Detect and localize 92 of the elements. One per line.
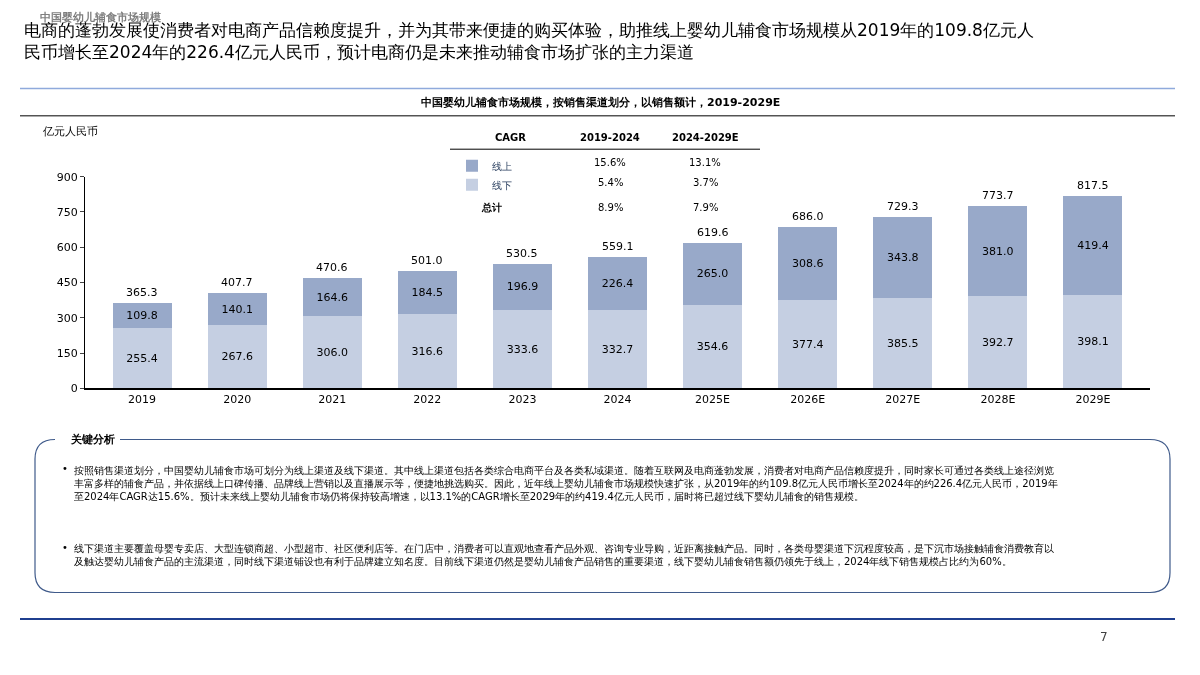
annotation: 3.7% — [693, 177, 719, 188]
x-tick-label: 2019 — [128, 393, 157, 407]
y-axis-title: 亿元人民币 — [42, 125, 98, 138]
x-tick-label: 2026E — [790, 393, 826, 407]
data-label: 140.1 — [221, 302, 253, 316]
data-label: 385.5 — [887, 336, 919, 350]
bar — [778, 227, 838, 300]
x-tick-label: 2022 — [413, 393, 442, 407]
bar — [683, 242, 743, 306]
y-tick-label: 150 — [56, 347, 78, 361]
data-label: 398.1 — [1077, 335, 1109, 349]
y-tick-label: 300 — [56, 311, 78, 325]
bar — [397, 270, 457, 314]
total-label: 817.5 — [1077, 179, 1109, 192]
data-label: 109.8 — [126, 308, 158, 322]
annotation: 8.9% — [598, 202, 624, 213]
text: • — [62, 463, 68, 474]
legend-label: 线上 — [492, 160, 512, 172]
data-label: 308.6 — [791, 256, 824, 270]
bar — [588, 256, 647, 311]
data-label: 306.0 — [316, 345, 348, 359]
data-label: 255.4 — [126, 351, 158, 365]
text: 关键分析 — [70, 433, 115, 446]
data-label: 381.0 — [982, 244, 1014, 258]
annotation: 7.9% — [693, 202, 719, 213]
total-label: 619.6 — [697, 226, 729, 239]
text: • — [62, 542, 68, 553]
total-label: 365.3 — [126, 286, 158, 299]
bar — [873, 297, 933, 389]
total-label: 773.7 — [982, 189, 1014, 202]
total-label: 470.6 — [316, 261, 348, 274]
total-label: 530.5 — [506, 247, 538, 260]
data-label: 226.4 — [601, 277, 634, 291]
data-label: 184.5 — [411, 285, 444, 299]
bar — [302, 316, 362, 389]
data-label: 343.8 — [887, 250, 919, 264]
text: 7 — [1100, 630, 1108, 644]
bar — [683, 305, 743, 389]
y-tick-label: 900 — [56, 170, 78, 184]
text: 线下渠道主要覆盖母婴专卖店、大型连锁商超、小型超市、社区便利店等。在门店中，消费者可以直观地查看产品外观、咨询专业导购，近距离接触产品。同时，各类母婴渠道下沉程度较高，是下沉市场接触辅食消费教育以及触达婴幼儿辅食产品的主流渠道，同时线下渠道铺设也有利于品牌建立知名度。目前线下渠道仍然是婴幼儿辅食产品销售的重要渠道，线下婴幼儿辅食销售额仍领先于线上，2024年线下销售规模占比约为60%。 — [74, 543, 1054, 567]
x-tick-label: 2029E — [1075, 393, 1111, 407]
x-tick-label: 2020 — [223, 393, 252, 407]
text: 13.1% — [689, 157, 721, 168]
bar — [492, 309, 552, 389]
data-label: 392.7 — [982, 335, 1014, 349]
bar — [968, 296, 1028, 389]
legend-label: 线下 — [492, 179, 512, 191]
data-label: 196.9 — [506, 280, 539, 294]
x-tick-label: 2027E — [885, 393, 921, 407]
bar — [207, 325, 267, 389]
x-tick-label: 2028E — [980, 393, 1016, 407]
y-tick-label: 450 — [56, 276, 78, 290]
annotation: 5.4% — [598, 177, 624, 188]
total-label: 686.0 — [792, 210, 824, 223]
data-label: 354.6 — [696, 340, 729, 354]
chart-subtitle: 中国婴幼儿辅食市场规模，按销售渠道划分，以销售额计，2019-2029E — [421, 96, 781, 109]
bar — [1063, 196, 1123, 295]
text: 2019-2024 — [580, 132, 640, 143]
data-label: 419.4 — [1077, 238, 1109, 252]
bar — [778, 299, 838, 389]
y-tick-label: 600 — [56, 241, 78, 255]
bar — [397, 313, 457, 389]
x-tick-label: 2024 — [603, 393, 632, 407]
text: 按照销售渠道划分，中国婴幼儿辅食市场可划分为线上渠道及线下渠道。其中线上渠道包括各类综合电商平台及各类私域渠道。随着互联网及电商蓬勃发展，消费者对电商产品信赖度提升，同时家长可通过各类线上途径浏览丰富多样的辅食产品，并依据线上口碑传播、品牌线上营销以及直播展示等，便捷地挑选购买。因此，近年线上婴幼儿辅食市场规模快速扩张，从2019年的约109.8亿元人民币增长至2024年的约226.4亿元人民币，2019年至2024年CAGR达15.6%。预计未来线上婴幼儿辅食市场仍将保持较高增速，以13.1%的CAGR增长至2029年的约419.4亿元人民币，届时将已超过线下婴幼儿辅食的销售规模。 — [74, 465, 1058, 502]
y-tick-label: 750 — [56, 205, 78, 219]
bar — [207, 292, 267, 326]
data-label: 316.6 — [411, 344, 444, 358]
total-label: 407.7 — [221, 276, 253, 289]
bar — [873, 216, 933, 298]
text: 2024-2029E — [672, 132, 739, 143]
total-label: 501.0 — [411, 254, 443, 267]
y-tick-label: 0 — [70, 382, 78, 396]
data-label: 164.6 — [316, 290, 348, 304]
x-tick-label: 2021 — [318, 393, 347, 407]
data-label: 267.6 — [221, 350, 253, 364]
data-label: 265.0 — [696, 267, 729, 281]
text: CAGR — [495, 132, 527, 143]
data-label: 377.4 — [791, 337, 824, 351]
x-tick-label: 2025E — [695, 393, 731, 407]
data-label: 333.6 — [506, 342, 539, 356]
bar — [112, 328, 172, 389]
x-tick-label: 2023 — [508, 393, 537, 407]
bar — [968, 206, 1028, 297]
total-label: 559.1 — [602, 240, 634, 253]
bar — [302, 277, 362, 317]
total-label: 729.3 — [887, 200, 919, 213]
bar — [588, 310, 647, 389]
data-label: 332.7 — [601, 342, 634, 356]
bar — [492, 263, 552, 310]
text: 15.6% — [594, 157, 626, 168]
annotation: 总计 — [481, 202, 502, 213]
bar — [1063, 294, 1123, 389]
